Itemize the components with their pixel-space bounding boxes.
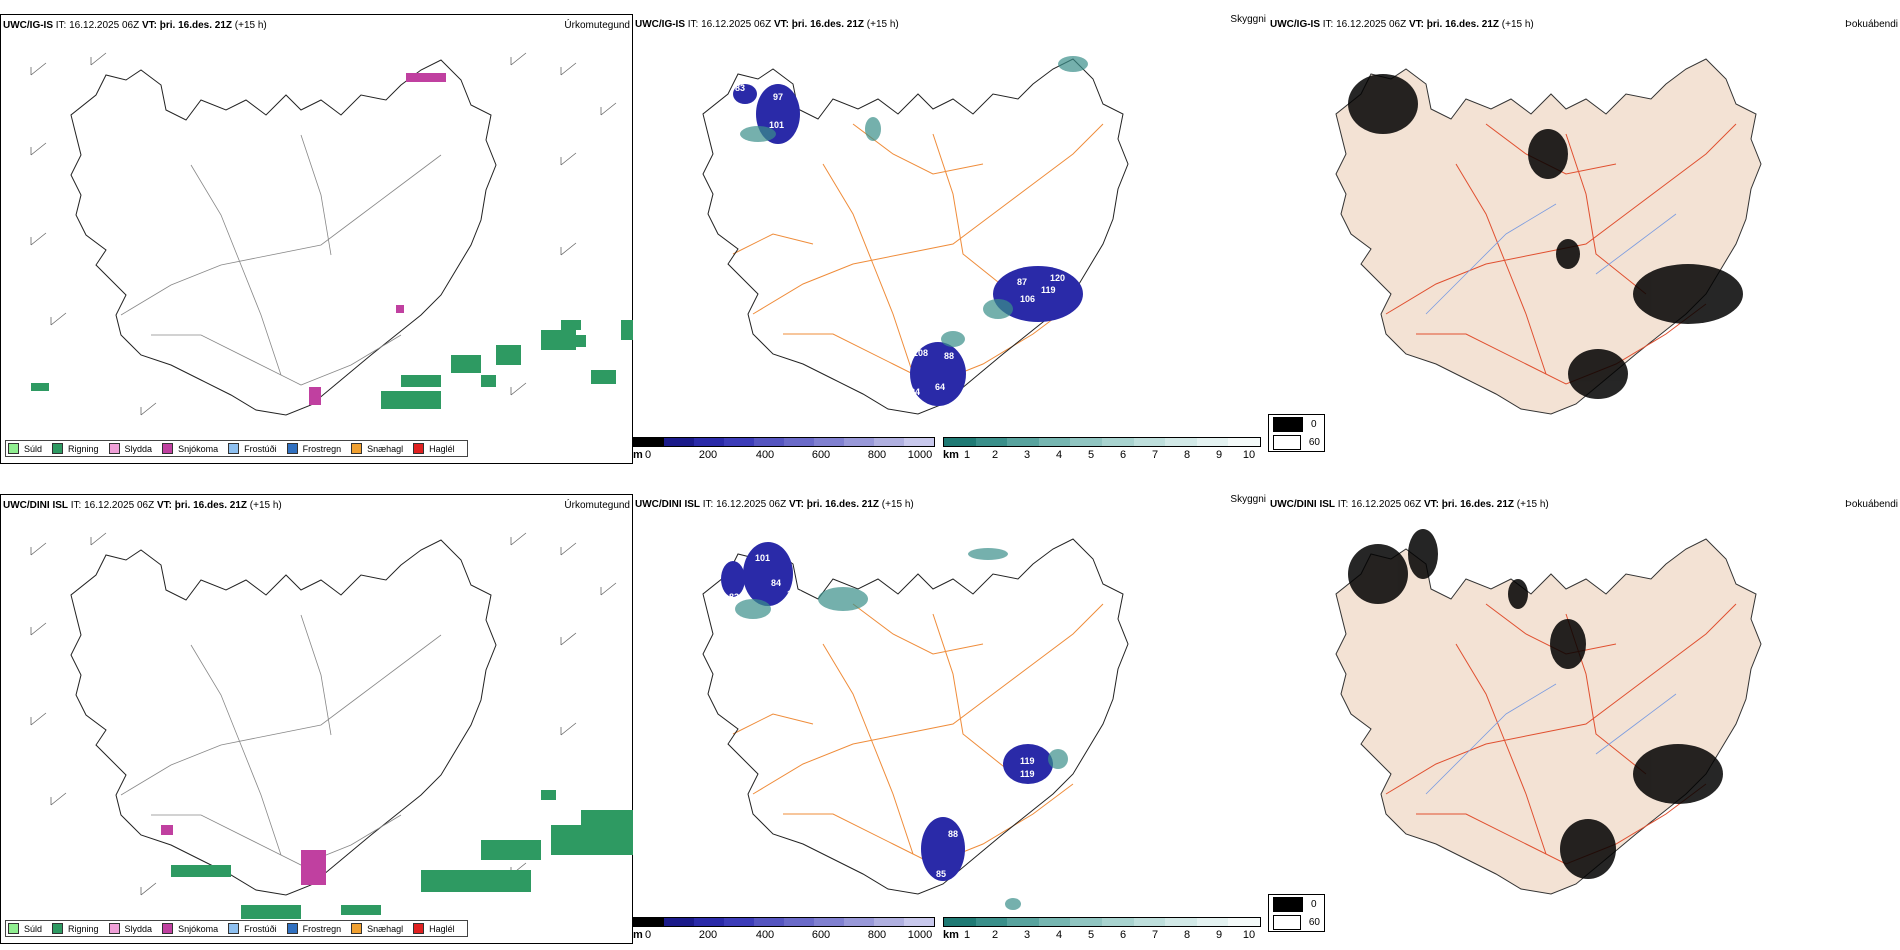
visibility-panel-2: UWC/DINI ISL IT: 16.12.2025 06Z VT: þri.… [633,494,1268,944]
colorbar-km: km 1 2 3 4 5 6 7 8 9 10 [943,437,1261,463]
vis-number: 88 [944,351,954,361]
panel-title: UWC/IG-IS IT: 16.12.2025 06Z VT: þri. 16… [635,19,899,30]
vis-number: 83 [729,592,739,602]
panel-type-label: Skyggni [1230,14,1266,25]
precip-type-panel-2: UWC/DINI ISL IT: 16.12.2025 06Z VT: þri.… [0,494,634,944]
vis-number: 83 [735,83,745,93]
precip-type-panel-1: UWC/IG-IS IT: 16.12.2025 06Z VT: þri. 16… [0,14,634,465]
vis-number: 85 [936,869,946,879]
panel-title: UWC/IG-IS IT: 16.12.2025 06Z VT: þri. 16… [1270,19,1534,30]
panel-type-label: Skyggni [1230,494,1266,505]
vis-number: 88 [948,829,958,839]
vis-number: 97 [773,92,783,102]
legend-item: Súld [8,443,42,454]
legend-item: Frostregn [286,443,341,454]
fog-panel-2: UWC/DINI ISL IT: 16.12.2025 06Z VT: þri.… [1268,494,1900,944]
panel-type-label: Úrkomutegund [564,500,630,511]
fog-key: 0 60 [1268,414,1325,452]
vis-number: 64 [935,382,945,392]
precip-map [30,52,634,465]
precip-map [30,532,634,919]
colorbar-m: m 0 200 400 600 800 1000 [633,437,935,463]
vis-number: 87 [1017,277,1027,287]
visibility-panel-1: UWC/IG-IS IT: 16.12.2025 06Z VT: þri. 16… [633,14,1268,464]
vis-number: 84 [910,387,920,397]
vis-number: 119 [1041,285,1056,295]
vis-number: 101 [769,120,784,130]
panel-title: UWC/DINI ISL IT: 16.12.2025 06Z VT: þri.… [1270,499,1549,510]
panel-type-label: Þokuábendi [1845,19,1898,30]
legend-item: Snæhagl [351,443,403,454]
vis-number: 119 [1020,756,1035,766]
legend-item: Frostregn [286,923,341,934]
legend-item: Frostúði [228,923,277,934]
fog-key: 0 60 [1268,894,1325,932]
panel-title: UWC/IG-IS IT: 16.12.2025 06Z VT: þri. 16… [3,20,267,31]
fog-map [1268,14,1900,464]
panel-type-label: Þokuábendi [1845,499,1898,510]
panel-title: UWC/DINI ISL IT: 16.12.2025 06Z VT: þri.… [635,499,914,510]
legend-item: Rigning [52,923,99,934]
legend-item: Frostúði [228,443,277,454]
legend-item: Rigning [52,443,99,454]
visibility-map: 101 84 106 83 119 119 88 80 85 [633,494,1268,910]
precip-legend: Súld Rigning Slydda Snjókoma Frostúði Fr… [5,920,468,937]
fog-map [1268,529,1900,944]
vis-number: 106 [1020,294,1035,304]
visibility-map: 83 97 101 87 120 119 106 108 88 84 64 [633,56,1268,464]
legend-item: Súld [8,923,42,934]
legend-item: Snæhagl [351,923,403,934]
legend-item: Snjókoma [162,443,218,454]
legend-item: Slydda [108,923,152,934]
vis-number: 101 [755,553,770,563]
precip-legend: Súld Rigning Slydda Snjókoma Frostúði Fr… [5,440,468,457]
vis-number: 80 [912,862,922,872]
legend-item: Haglél [413,443,455,454]
fog-panel-1: UWC/IG-IS IT: 16.12.2025 06Z VT: þri. 16… [1268,14,1900,464]
panel-title: UWC/DINI ISL IT: 16.12.2025 06Z VT: þri.… [3,500,282,511]
vis-number: 106 [787,589,802,599]
vis-number: 84 [771,578,781,588]
legend-item: Haglél [413,923,455,934]
vis-number: 108 [913,348,928,358]
legend-item: Snjókoma [162,923,218,934]
vis-number: 119 [1020,769,1035,779]
colorbar-km: km 1 2 3 4 5 6 7 8 9 10 [943,917,1261,943]
legend-item: Slydda [108,443,152,454]
panel-type-label: Úrkomutegund [564,20,630,31]
colorbar-m: m 0 200 400 600 800 1000 [633,917,935,943]
vis-number: 120 [1050,273,1065,283]
